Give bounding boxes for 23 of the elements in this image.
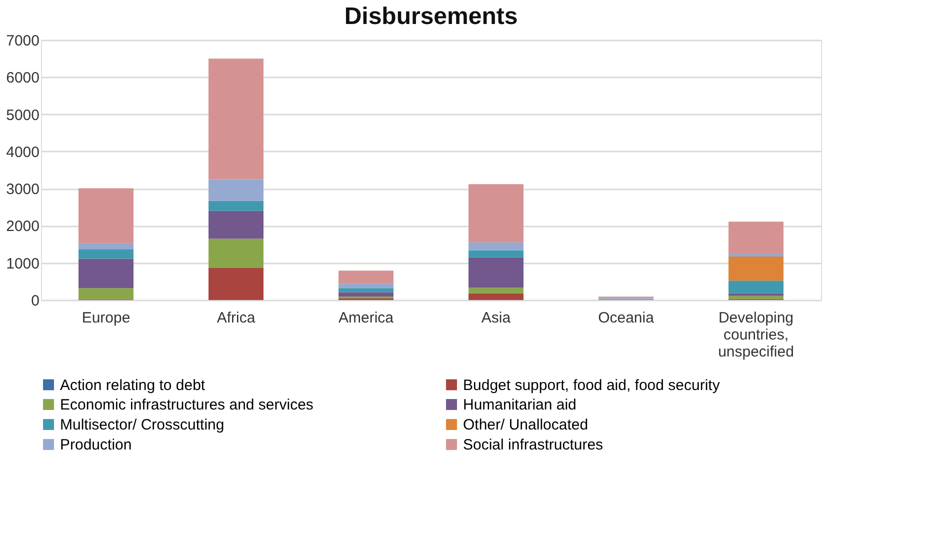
x-tick-label: Asia [481, 310, 512, 326]
y-tick-label: 0 [31, 292, 40, 310]
legend-label: Social infrastructures [463, 436, 604, 454]
x-tick-label: Developing countries, unspecified [718, 310, 794, 360]
y-tick-label: 1000 [6, 255, 40, 272]
legend-label: Budget support, food aid, food security [463, 376, 720, 394]
x-tick-label: Africa [216, 310, 256, 326]
legend-label: Action relating to debt [60, 376, 206, 394]
legend-label: Other/ Unallocated [463, 416, 588, 434]
y-tick-label: 6000 [6, 70, 40, 87]
y-tick-label: 5000 [6, 106, 40, 124]
y-tick-label: 4000 [6, 144, 40, 161]
x-tick-label: Oceania [598, 310, 655, 326]
x-tick-label: Europe [82, 310, 130, 326]
legend-label: Economic infrastructures and services [60, 396, 314, 414]
chart-title: Disbursements [344, 3, 518, 30]
y-tick-label: 2000 [6, 218, 40, 236]
x-tick-label: America [338, 310, 394, 326]
legend-label: Humanitarian aid [463, 396, 576, 414]
legend-label: Production [60, 436, 132, 454]
y-tick-label: 7000 [6, 32, 40, 50]
legend-label: Multisector/ Crosscutting [60, 416, 224, 434]
y-tick-label: 3000 [6, 181, 40, 198]
